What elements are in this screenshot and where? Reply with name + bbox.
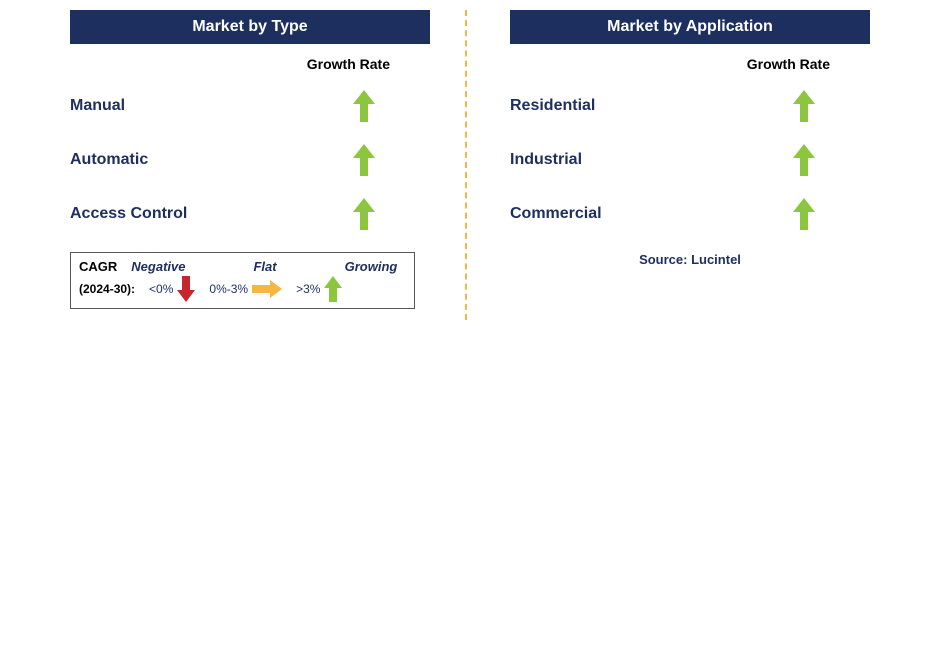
legend-title: CAGR <box>79 259 117 274</box>
legend-range-growing: >3% <box>296 282 320 296</box>
table-row: Residential <box>510 90 870 122</box>
arrow-down-icon <box>177 276 195 302</box>
legend-cat-growing: Growing <box>345 259 398 274</box>
legend-cat-negative: Negative <box>131 259 185 274</box>
row-label-manual: Manual <box>70 97 270 115</box>
left-panel-title: Market by Type <box>70 10 430 44</box>
legend-cat-flat: Flat <box>253 259 276 274</box>
row-label-industrial: Industrial <box>510 151 710 169</box>
row-label-automatic: Automatic <box>70 151 270 169</box>
legend-range-negative: <0% <box>149 282 173 296</box>
panel-divider <box>465 10 467 320</box>
arrow-right-icon <box>252 280 282 298</box>
growth-icon-up <box>710 90 870 122</box>
right-panel: Market by Application Growth Rate Reside… <box>510 10 870 309</box>
growth-icon-up <box>710 144 870 176</box>
legend-box: CAGR Negative Flat Growing (2024-30): <0… <box>70 252 415 309</box>
right-panel-title: Market by Application <box>510 10 870 44</box>
legend-range-flat: 0%-3% <box>209 282 248 296</box>
growth-icon-up <box>710 198 870 230</box>
growth-icon-up <box>270 144 430 176</box>
arrow-up-icon <box>324 276 342 302</box>
right-column-label: Growth Rate <box>510 56 870 72</box>
table-row: Industrial <box>510 144 870 176</box>
growth-icon-up <box>270 90 430 122</box>
source-label: Source: Lucintel <box>510 252 870 267</box>
left-panel: Market by Type Growth Rate Manual Automa… <box>70 10 430 309</box>
main-container: Market by Type Growth Rate Manual Automa… <box>0 0 945 309</box>
table-row: Commercial <box>510 198 870 230</box>
row-label-residential: Residential <box>510 97 710 115</box>
table-row: Access Control <box>70 198 430 230</box>
left-column-label: Growth Rate <box>70 56 430 72</box>
row-label-commercial: Commercial <box>510 205 710 223</box>
table-row: Automatic <box>70 144 430 176</box>
table-row: Manual <box>70 90 430 122</box>
growth-icon-up <box>270 198 430 230</box>
legend-subtitle: (2024-30): <box>79 282 135 296</box>
row-label-access-control: Access Control <box>70 205 270 223</box>
